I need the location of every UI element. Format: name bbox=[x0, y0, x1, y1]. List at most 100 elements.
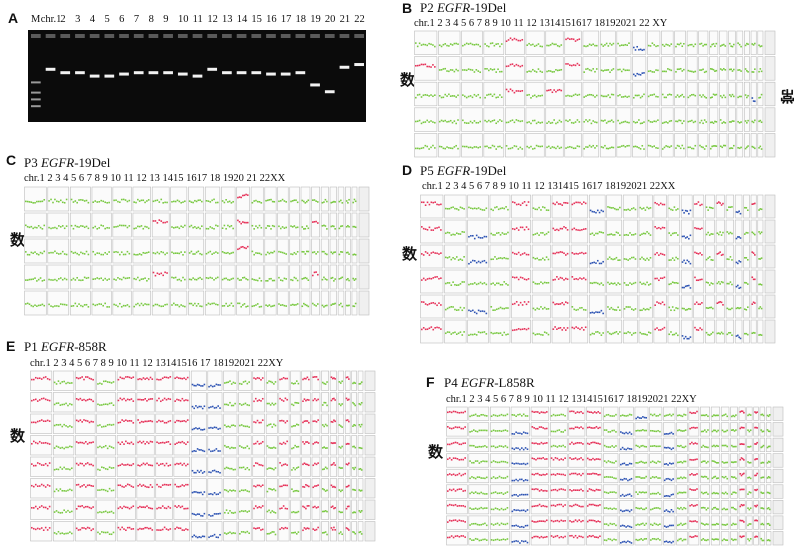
copy-number-point bbox=[751, 145, 754, 148]
copy-number-point bbox=[524, 432, 527, 434]
copy-number-point bbox=[266, 510, 269, 513]
copy-number-point bbox=[65, 446, 67, 449]
copy-number-point bbox=[334, 399, 336, 401]
chromosome-cell bbox=[461, 107, 483, 132]
copy-number-point bbox=[496, 332, 498, 334]
copy-number-point bbox=[647, 207, 650, 210]
copy-number-point bbox=[239, 382, 241, 385]
copy-number-point bbox=[96, 227, 99, 230]
copy-number-point bbox=[661, 122, 664, 124]
copy-number-point bbox=[479, 45, 481, 48]
sample-id-strip bbox=[364, 392, 376, 413]
copy-number-point bbox=[754, 332, 756, 334]
chromosome-cell bbox=[765, 422, 772, 437]
copy-number-point bbox=[144, 303, 146, 305]
copy-number-point bbox=[758, 70, 760, 73]
copy-number-point bbox=[554, 445, 557, 447]
copy-number-point bbox=[312, 399, 315, 402]
copy-number-point bbox=[678, 414, 681, 416]
copy-number-point bbox=[475, 261, 478, 264]
copy-number-point bbox=[552, 444, 555, 447]
copy-number-point bbox=[292, 490, 295, 493]
copy-number-point bbox=[59, 488, 62, 490]
copy-number-point bbox=[699, 43, 701, 45]
chromosome-cell bbox=[221, 238, 236, 264]
copy-number-point bbox=[102, 511, 105, 513]
copy-number-point bbox=[135, 201, 137, 204]
copy-number-point bbox=[738, 260, 740, 262]
copy-number-point bbox=[149, 398, 152, 400]
copy-number-point bbox=[629, 331, 631, 334]
chromosome-cell bbox=[616, 30, 632, 55]
copy-number-point bbox=[213, 492, 216, 494]
copy-number-point bbox=[34, 464, 37, 467]
copy-number-point bbox=[442, 68, 445, 70]
copy-number-point bbox=[556, 228, 558, 231]
copy-number-point bbox=[722, 332, 724, 335]
copy-number-point bbox=[654, 304, 656, 306]
copy-number-point bbox=[545, 411, 548, 413]
copy-number-point bbox=[104, 380, 107, 383]
chromosome-cell bbox=[489, 319, 511, 344]
copy-number-point bbox=[471, 414, 473, 417]
chromosome-cell bbox=[116, 392, 136, 413]
copy-number-point bbox=[194, 199, 196, 202]
copy-number-point bbox=[637, 416, 639, 418]
copy-number-point bbox=[32, 399, 35, 401]
copy-number-point bbox=[631, 283, 633, 286]
chromosome-cell bbox=[511, 194, 531, 219]
copy-number-point bbox=[48, 303, 50, 306]
copy-number-point bbox=[490, 306, 493, 308]
chromosome-cell bbox=[414, 30, 438, 55]
copy-number-point bbox=[339, 531, 342, 533]
copy-number-point bbox=[696, 442, 698, 445]
copy-number-point bbox=[448, 443, 451, 446]
copy-number-point bbox=[454, 410, 457, 413]
copy-number-point bbox=[619, 146, 621, 148]
copy-number-point bbox=[759, 283, 762, 285]
copy-number-point bbox=[598, 311, 601, 314]
copy-number-point bbox=[229, 426, 231, 428]
copy-number-point bbox=[55, 423, 58, 426]
copy-number-point bbox=[440, 304, 442, 306]
copy-number-point bbox=[333, 442, 335, 444]
copy-number-point bbox=[619, 44, 621, 47]
copy-number-point bbox=[34, 201, 36, 204]
copy-number-point bbox=[199, 305, 201, 307]
copy-number-point bbox=[315, 463, 318, 466]
copy-number-point bbox=[744, 308, 746, 310]
copy-number-point bbox=[106, 531, 109, 534]
copy-number-point bbox=[158, 304, 161, 307]
copy-number-point bbox=[176, 252, 179, 255]
copy-number-point bbox=[708, 306, 711, 309]
copy-number-point bbox=[726, 282, 729, 285]
copy-number-point bbox=[317, 442, 319, 444]
copy-number-point bbox=[269, 404, 272, 406]
chromosome-cell bbox=[250, 290, 264, 316]
copy-number-point bbox=[477, 43, 480, 46]
chromosome-cell bbox=[709, 56, 719, 81]
copy-number-point bbox=[174, 200, 177, 203]
copy-number-point bbox=[102, 279, 104, 281]
copy-number-point bbox=[468, 235, 470, 238]
copy-number-point bbox=[475, 334, 478, 336]
copy-number-point bbox=[705, 206, 708, 209]
copy-number-point bbox=[668, 432, 671, 435]
copy-number-point bbox=[164, 253, 166, 256]
copy-number-point bbox=[602, 95, 605, 98]
copy-number-point bbox=[450, 258, 453, 261]
copy-number-point bbox=[570, 64, 573, 67]
copy-number-point bbox=[731, 93, 734, 96]
copy-number-point bbox=[86, 420, 89, 422]
copy-number-point bbox=[560, 44, 563, 46]
copy-number-point bbox=[719, 145, 722, 148]
copy-number-point bbox=[709, 121, 712, 124]
copy-number-point bbox=[179, 377, 182, 380]
copy-number-point bbox=[733, 415, 736, 418]
copy-number-point bbox=[535, 95, 538, 98]
copy-number-point bbox=[121, 419, 123, 421]
copy-number-point bbox=[473, 311, 476, 314]
copy-number-point bbox=[639, 122, 642, 125]
copy-number-point bbox=[268, 423, 270, 426]
copy-number-point bbox=[86, 399, 89, 401]
